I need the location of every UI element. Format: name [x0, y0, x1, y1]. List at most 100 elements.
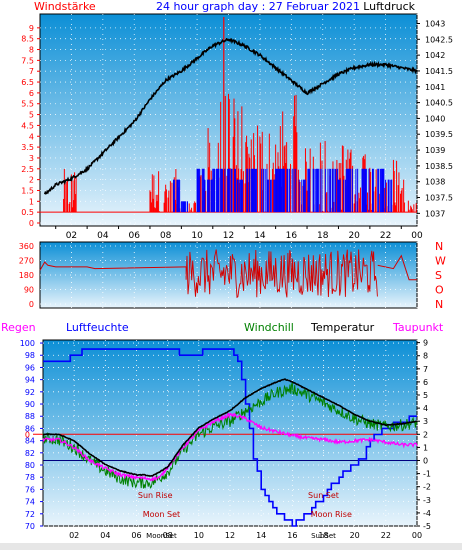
y2-tick-label: 1037.5 — [425, 194, 453, 203]
x-tick-label: 12 — [223, 231, 234, 241]
event-annotation: Sun Rise — [138, 491, 173, 500]
y2-tick-label: 1042.5 — [425, 35, 453, 44]
y-tick-label: 76 — [25, 485, 35, 494]
x-tick-label: 18 — [317, 231, 329, 241]
y2-tick-label: -5 — [423, 522, 431, 531]
direction-line-variable — [185, 249, 378, 299]
y2-tick-label: 1039 — [425, 146, 445, 155]
windstarke-label: Windstärke — [34, 0, 96, 13]
y-tick-label: 0.5 — [21, 208, 34, 217]
y-tick-label: 5 — [29, 111, 34, 120]
x-tick-label: 14 — [254, 231, 266, 241]
y2-tick-label: 3 — [423, 417, 428, 426]
x-tick-label: 16 — [286, 231, 298, 241]
compass-label: N — [435, 240, 443, 253]
y2-tick-label: 0 — [423, 457, 428, 466]
event-annotation: Sun Set — [308, 491, 339, 500]
y2-tick-label: 1038 — [425, 178, 445, 187]
pressure-line — [43, 37, 418, 195]
y2-tick-label: -3 — [423, 496, 431, 505]
y-tick-label: 92 — [25, 388, 35, 397]
wind-direction-grid — [40, 242, 418, 308]
wind-pressure-axes: 0 0.5 1 1.52 2.5 3 3.5 4 4.55 5.5 6 6.5 7 7.58 8.5 9 02 0… — [21, 19, 453, 241]
legend-taupunkt: Taupunkt — [392, 321, 444, 334]
direction-line-tail — [377, 254, 417, 281]
compass-label: S — [435, 269, 442, 282]
y-tick-label: 88 — [25, 412, 35, 421]
y-tick-label: 3.5 — [21, 143, 34, 152]
y-tick-label: 2 — [29, 176, 34, 185]
x-tick-label: 00 — [411, 231, 423, 241]
y-tick-label: 360 — [19, 242, 34, 251]
x-tick-label: 08 — [163, 531, 173, 540]
y2-tick-label: 1037 — [425, 209, 445, 218]
x-tick-label: 16 — [287, 531, 297, 540]
humidity-temperature-axes: 707274767880828486889092949698100-5-4-3-… — [20, 339, 431, 540]
y2-tick-label: 1042 — [425, 51, 445, 60]
humidity-temperature-plot-area — [42, 339, 418, 527]
y2-tick-label: 1040 — [425, 114, 445, 123]
y-tick-label: 3 — [29, 154, 34, 163]
y2-tick-label: -4 — [423, 509, 431, 518]
y2-tick-label: 7 — [423, 365, 428, 374]
x-tick-label: 22 — [381, 531, 391, 540]
y-tick-label: 8 — [29, 46, 34, 55]
y-tick-label: 8.5 — [21, 35, 34, 44]
y-tick-label: 180 — [19, 271, 34, 280]
legend-temperatur: Temperatur — [310, 321, 375, 334]
sunset-tick-label: SunSet — [311, 532, 336, 540]
x-tick-label: 20 — [350, 531, 360, 540]
x-tick-label: 02 — [69, 531, 79, 540]
y2-tick-label: 4 — [423, 404, 428, 413]
x-tick-label: 00 — [412, 531, 422, 540]
compass-label: O — [435, 284, 444, 297]
footer-bar — [0, 543, 462, 550]
compass-label: N — [435, 298, 443, 311]
luftdruck-label: Luftdruck — [363, 0, 415, 13]
direction-line-steady — [39, 261, 187, 271]
y2-tick-label: 1039.5 — [425, 130, 453, 139]
y2-tick-label: 6 — [423, 378, 428, 387]
y2-tick-label: 2 — [423, 430, 428, 439]
x-tick-label: 20 — [348, 231, 360, 241]
y-tick-label: 1 — [29, 197, 34, 206]
wind-pressure-marks — [40, 17, 418, 213]
y2-tick-label: 1040.5 — [425, 99, 453, 108]
rain-axis-label: 0 — [25, 430, 30, 439]
y-tick-label: 4.5 — [21, 121, 34, 130]
temperature-line — [42, 378, 418, 477]
y-tick-label: 0 — [29, 219, 34, 228]
y-tick-label: 5.5 — [21, 100, 34, 109]
y-tick-label: 70 — [25, 522, 35, 531]
y-tick-label: 82 — [25, 449, 35, 458]
y-tick-label: 0 — [29, 300, 34, 309]
y-tick-label: 72 — [25, 510, 35, 519]
y-tick-label: 9 — [29, 24, 34, 33]
x-tick-label: 12 — [225, 531, 235, 540]
event-annotation: Moon Rise — [311, 510, 352, 519]
y-tick-label: 94 — [25, 376, 35, 385]
y2-tick-label: 1041 — [425, 83, 445, 92]
y2-tick-label: 8 — [423, 352, 428, 361]
x-tick-label: 18 — [318, 531, 328, 540]
y2-tick-label: 1041.5 — [425, 67, 453, 76]
x-tick-label: 06 — [129, 231, 141, 241]
legend-regen: Regen — [1, 321, 36, 334]
y2-tick-label: -1 — [423, 470, 431, 479]
y-tick-label: 78 — [25, 473, 35, 482]
y-tick-label: 80 — [25, 461, 35, 470]
y-tick-label: 4 — [29, 132, 34, 141]
dewpoint-line — [42, 412, 418, 482]
y2-tick-label: -2 — [423, 483, 431, 492]
event-annotation: Moon Set — [143, 510, 180, 519]
humidity-line — [43, 348, 417, 527]
y-tick-label: 1.5 — [21, 186, 34, 195]
y-tick-label: 98 — [25, 351, 35, 360]
wind-direction-marks — [39, 249, 417, 299]
y-tick-label: 90 — [24, 286, 34, 295]
y2-tick-label: 5 — [423, 391, 428, 400]
y-tick-label: 270 — [19, 257, 34, 266]
y-tick-label: 2.5 — [21, 165, 34, 174]
